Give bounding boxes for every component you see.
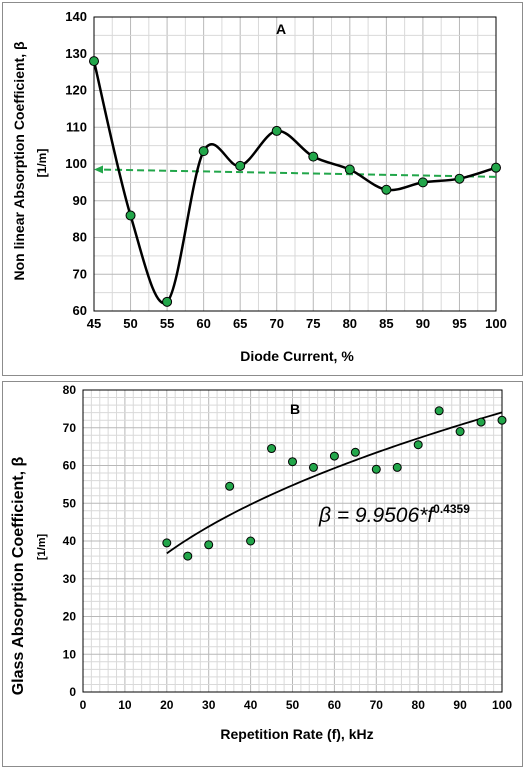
chart-b-y-axis-unit: [1/m] (36, 534, 48, 561)
chart-a-data-point (308, 151, 319, 162)
chart-b-data-point (308, 462, 318, 472)
chart-b-x-tick-label: 0 (80, 698, 87, 712)
chart-a-data-point (417, 177, 428, 188)
chart-b-x-tick-label: 70 (370, 698, 384, 712)
chart-b-data-point (392, 462, 402, 472)
chart-b-data-point (162, 538, 172, 548)
chart-a-data-point (381, 184, 392, 195)
chart-b-y-tick-label: 20 (63, 610, 77, 624)
chart-b-x-tick-label: 90 (453, 698, 467, 712)
chart-a-svg: 45 50 55 60 65 70 75 80 85 90 95 100 60 70 80 90 100 110 1… (11, 9, 507, 364)
chart-b-panel-label: B (290, 401, 300, 417)
chart-a-y-tick-label: 140 (65, 9, 87, 24)
chart-b-data-point (225, 481, 235, 491)
chart-b-ticks: 0 10 20 30 40 50 60 70 80 90 100 0 10 20 30 40 50 60 70 80 (63, 383, 513, 712)
chart-b-x-tick-label: 100 (492, 698, 512, 712)
chart-b-data-point (246, 536, 256, 546)
chart-b-data-point (413, 440, 423, 450)
chart-a-data-point (344, 164, 355, 175)
chart-a-x-tick-label: 85 (379, 316, 393, 331)
chart-b-data-point (476, 417, 486, 427)
chart-a-y-axis-label: Non linear Absorption Coefficient, β (11, 41, 27, 280)
chart-b-data-point (267, 444, 277, 454)
chart-a-x-tick-label: 50 (123, 316, 137, 331)
chart-b-fit-curve (166, 411, 503, 555)
chart-b-svg: 0 10 20 30 40 50 60 70 80 90 10001020304050607080 … (10, 383, 513, 742)
chart-b-x-tick-label: 50 (286, 698, 300, 712)
chart-a-x-tick-label: 95 (452, 316, 466, 331)
chart-a-y-axis-unit: [1/m] (35, 149, 49, 178)
chart-b-data-point (183, 551, 193, 561)
chart-panel-b: 0 10 20 30 40 50 60 70 80 90 100 0 10 20 30 40 50 60 70 80 … (2, 381, 523, 767)
chart-a-y-tick-label: 110 (66, 119, 87, 134)
chart-b-data-point (350, 447, 360, 457)
chart-a-data-point (271, 125, 282, 136)
chart-a-trend (94, 165, 497, 178)
chart-a-x-tick-label: 70 (269, 316, 283, 331)
chart-a-x-tick-label: 90 (416, 316, 430, 331)
chart-b-y-tick-label: 70 (63, 421, 77, 435)
chart-b-points (162, 406, 507, 561)
chart-b-y-tick-label: 50 (63, 496, 77, 510)
chart-b-grid (82, 389, 503, 693)
chart-a-points (89, 56, 501, 307)
chart-a-x-axis-label: Diode Current, % (240, 348, 354, 364)
chart-b-y-tick-label: 0 (69, 685, 76, 699)
chart-a-y-tick-label: 120 (65, 83, 87, 98)
chart-b-data-point (497, 415, 507, 425)
chart-a-x-tick-label: 100 (485, 316, 507, 331)
chart-a-y-tick-label: 60 (73, 303, 87, 318)
chart-b-y-tick-label: 30 (63, 572, 77, 586)
chart-b-data-point (455, 427, 465, 437)
chart-b-data-point (204, 540, 214, 550)
chart-b-y-tick-label: 10 (63, 647, 77, 661)
chart-a-y-tick-label: 80 (73, 230, 87, 245)
chart-a-x-tick-label: 55 (160, 316, 174, 331)
chart-b-x-tick-label: 20 (160, 698, 174, 712)
chart-a-data-point (125, 210, 136, 221)
chart-b-plot-frame (82, 389, 503, 693)
chart-a-y-tick-label: 70 (73, 266, 87, 281)
chart-b-data-point (371, 464, 381, 474)
chart-a-data-point (162, 296, 173, 307)
chart-b-x-tick-label: 40 (244, 698, 258, 712)
chart-a-data-point (235, 160, 246, 171)
chart-a-data-point (454, 173, 465, 184)
chart-b-data-point (434, 406, 444, 416)
chart-b-fit-equation-main: β = 9.9506*f (318, 504, 435, 527)
chart-b-x-tick-label: 80 (412, 698, 426, 712)
chart-a-x-tick-label: 75 (306, 316, 320, 331)
chart-b-data-point (329, 451, 339, 461)
chart-b-y-tick-label: 80 (63, 383, 77, 397)
chart-a-x-tick-label: 65 (233, 316, 247, 331)
chart-a-ticks: 45 50 55 60 65 70 75 80 85 90 95 100 60 70 80 90 100 110 1… (65, 9, 507, 331)
chart-panel-a: 45 50 55 60 65 70 75 80 85 90 95 100 60 70 80 90 100 110 1… (2, 2, 523, 376)
chart-b-data-point (288, 457, 297, 467)
chart-b-x-tick-label: 30 (202, 698, 216, 712)
chart-b-x-axis-label: Repetition Rate (f), kHz (220, 726, 373, 742)
chart-b-x-tick-label: 60 (328, 698, 342, 712)
chart-a-trend-line (99, 168, 497, 178)
chart-a-y-tick-label: 130 (65, 46, 87, 61)
chart-b-x-tick-label: 10 (118, 698, 132, 712)
chart-b-y-axis-label: Glass Absorption Coefficient, β (10, 457, 27, 696)
chart-a-y-tick-label: 90 (73, 193, 87, 208)
chart-a-x-tick-label: 45 (87, 316, 101, 331)
chart-b-fit-equation: β = 9.9506*f0.4359 (318, 502, 470, 527)
chart-b-y-tick-label: 60 (63, 459, 77, 473)
chart-a-data-point (491, 162, 501, 173)
chart-a-panel-label: A (276, 21, 286, 37)
chart-a-data-point (89, 56, 99, 67)
chart-b-fit-equation-exponent: 0.4359 (433, 502, 470, 516)
chart-a-grid (93, 16, 497, 312)
chart-a-trend-arrowhead (94, 165, 103, 174)
chart-a-x-tick-label: 60 (196, 316, 210, 331)
chart-a-x-tick-label: 80 (343, 316, 357, 331)
chart-a-data-point (198, 146, 209, 157)
chart-a-y-tick-label: 100 (65, 156, 87, 171)
chart-b-y-tick-label: 40 (63, 534, 77, 548)
chart-b-fit (166, 411, 503, 555)
